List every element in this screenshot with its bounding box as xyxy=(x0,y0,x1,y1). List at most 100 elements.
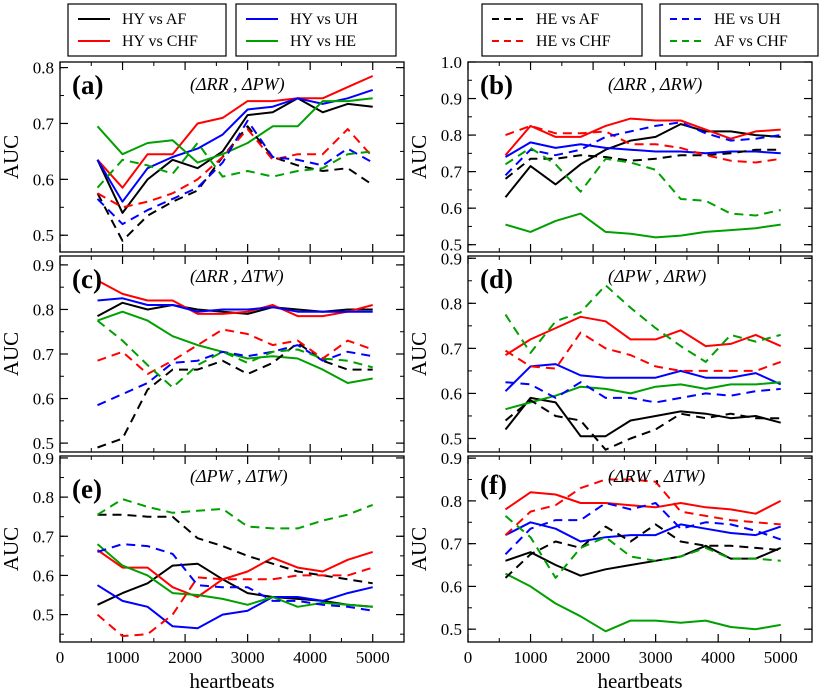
series-line-af-vs-chf xyxy=(504,146,781,217)
y-tick-label: 0.5 xyxy=(33,226,54,245)
legend-label-hy-vs-chf: HY vs CHF xyxy=(122,33,198,50)
legend-box-2: HY vs UH HY vs HE xyxy=(235,3,397,57)
panel-e: 0.5 0.6 0.7 0.8 0.9 0 1000 2000 3000 4000 5000 hear… xyxy=(0,449,405,693)
series-line-he-vs-chf xyxy=(97,128,374,209)
y-axis-label: AUC xyxy=(0,135,23,179)
series-line-hy-vs-af xyxy=(504,123,781,198)
panel-label: (a) xyxy=(72,70,103,100)
series-line-hy-vs-he xyxy=(505,212,781,239)
series-layer xyxy=(504,284,782,451)
legend-label-hy-vs-he: HY vs HE xyxy=(290,33,356,50)
y-tick-label: 0.9 xyxy=(441,449,462,468)
x-tick-label: 4000 xyxy=(293,648,327,667)
series-line-he-vs-uh xyxy=(504,502,782,555)
series-line-hy-vs-chf xyxy=(96,549,374,598)
series-line-he-vs-chf xyxy=(505,124,781,164)
series-layer xyxy=(504,478,782,633)
y-tick-label: 0.7 xyxy=(33,527,55,546)
series-line-he-vs-uh xyxy=(504,121,781,176)
y-tick-label: 0.9 xyxy=(441,249,462,268)
panel-f: 0.5 0.6 0.7 0.8 0.9 0 1000 2000 3000 4000 5000 hear… xyxy=(407,449,813,693)
panel-label: (d) xyxy=(480,264,513,294)
y-tick-label: 0.5 xyxy=(441,236,462,255)
y-axis-label: AUC xyxy=(407,332,431,376)
y-tick-label: 0.5 xyxy=(33,434,54,453)
series-layer xyxy=(96,279,374,449)
series-line-hy-vs-he xyxy=(505,572,781,633)
y-tick-label: 0.6 xyxy=(441,199,462,218)
y-axis-label: AUC xyxy=(407,527,431,571)
y-tick-label: 0.8 xyxy=(33,300,54,319)
series-line-he-vs-uh xyxy=(97,543,373,612)
y-axis-label: AUC xyxy=(407,135,431,179)
x-tick-label: 1000 xyxy=(106,648,140,667)
panel-title: (ΔPW , ΔTW) xyxy=(190,466,288,487)
panel-label: (e) xyxy=(72,474,102,504)
panel-title: (ΔRR , ΔTW) xyxy=(190,266,284,287)
x-tick-label: 2000 xyxy=(168,648,202,667)
y-tick-label: 0.9 xyxy=(33,256,54,275)
series-line-he-vs-chf xyxy=(96,566,373,638)
series-line-hy-vs-he xyxy=(96,97,373,164)
y-tick-label: 0.7 xyxy=(441,535,463,554)
legend-frame xyxy=(659,3,819,57)
x-tick-label: 1000 xyxy=(514,648,548,667)
series-line-af-vs-chf xyxy=(504,284,781,363)
panel-title: (ΔRW , ΔTW) xyxy=(608,466,705,487)
series-line-hy-vs-he xyxy=(96,543,373,608)
y-tick-label: 0.8 xyxy=(441,492,462,511)
y-tick-label: 0.5 xyxy=(441,429,462,448)
series-line-he-vs-chf xyxy=(504,331,782,372)
legend-label-he-vs-af: HE vs AF xyxy=(536,11,599,28)
panel-b: 0.5 0.6 0.7 0.8 0.9 1.0 AUC (b) (ΔRR , ΔRW) xyxy=(407,53,813,255)
series-line-af-vs-chf xyxy=(96,142,373,189)
y-tick-label: 0.8 xyxy=(441,126,462,145)
x-tick-label: 0 xyxy=(56,648,65,667)
legend-frame xyxy=(481,3,643,57)
series-line-he-vs-uh xyxy=(97,344,373,407)
plot-frame xyxy=(59,455,405,643)
x-tick-label: 5000 xyxy=(356,648,390,667)
series-line-he-vs-af xyxy=(97,341,373,449)
series-layer xyxy=(504,117,781,239)
panel-d: 0.5 0.6 0.7 0.8 0.9 AUC (d) (ΔPW , ΔRW) xyxy=(407,249,813,453)
series-line-hy-vs-he xyxy=(97,310,373,384)
series-line-he-vs-uh xyxy=(96,119,374,226)
y-tick-label: 0.7 xyxy=(441,163,463,182)
series-line-he-vs-af xyxy=(504,148,781,180)
series-line-af-vs-chf xyxy=(504,515,781,579)
panel-c: 0.5 0.6 0.7 0.8 0.9 AUC (c) (ΔRR , ΔTW) xyxy=(0,255,405,453)
series-line-hy-vs-chf xyxy=(504,491,782,515)
legend-box-4: HE vs UH AF vs CHF xyxy=(659,3,819,57)
series-layer xyxy=(96,75,374,242)
series-line-hy-vs-af xyxy=(504,396,781,438)
series-line-hy-vs-chf xyxy=(97,279,373,318)
x-tick-label: 3000 xyxy=(231,648,265,667)
panel-title: (ΔRR , ΔRW) xyxy=(608,74,702,95)
plot-frame xyxy=(467,61,813,253)
series-line-he-vs-af xyxy=(504,399,781,451)
y-axis-label: AUC xyxy=(0,527,23,571)
y-tick-label: 0.7 xyxy=(33,345,55,364)
panel-a: 0.5 0.6 0.7 0.8 AUC (a) (ΔRR , ΔPW) xyxy=(0,59,405,253)
series-line-he-vs-uh xyxy=(505,381,781,404)
y-tick-label: 1.0 xyxy=(441,53,462,72)
x-axis-label: heartbeats xyxy=(189,669,274,693)
legend-frame xyxy=(235,3,397,57)
x-tick-label: 3000 xyxy=(639,648,673,667)
series-line-hy-vs-uh xyxy=(504,363,782,392)
panel-title: (ΔPW , ΔRW) xyxy=(608,266,706,287)
x-tick-label: 0 xyxy=(464,648,473,667)
legend: HY vs AF HY vs CHF HY vs UH HY vs HE HE vs A… xyxy=(67,3,819,57)
series-line-hy-vs-chf xyxy=(504,315,782,356)
series-line-hy-vs-af xyxy=(97,562,373,608)
legend-box-3: HE vs AF HE vs CHF xyxy=(481,3,643,57)
plot-frame xyxy=(467,455,813,643)
y-tick-label: 0.9 xyxy=(33,449,54,468)
legend-label-hy-vs-uh: HY vs UH xyxy=(290,11,358,28)
y-tick-label: 0.8 xyxy=(33,59,54,78)
y-tick-label: 0.8 xyxy=(441,294,462,313)
series-line-he-vs-af xyxy=(504,523,781,579)
